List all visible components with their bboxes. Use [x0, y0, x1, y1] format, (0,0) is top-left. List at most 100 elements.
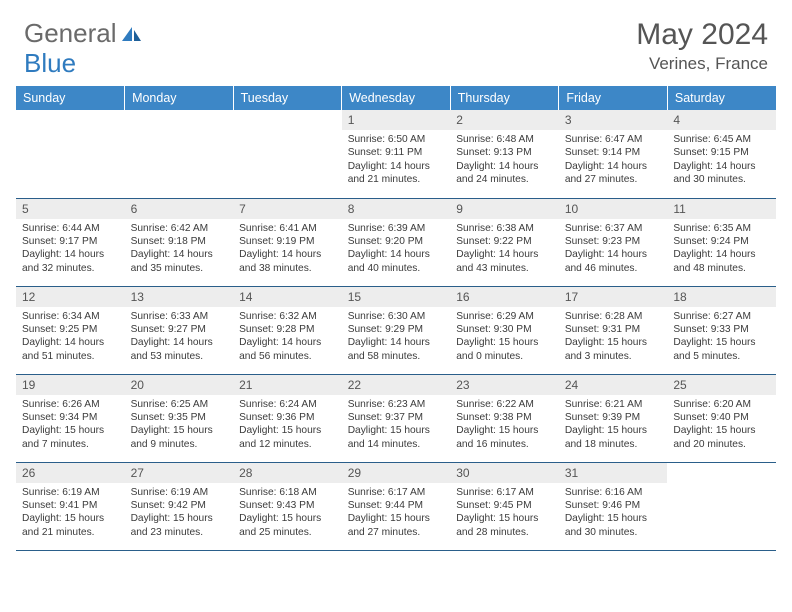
- day-number: 23: [450, 375, 559, 395]
- day-details: Sunrise: 6:23 AMSunset: 9:37 PMDaylight:…: [342, 395, 451, 456]
- day-details: Sunrise: 6:18 AMSunset: 9:43 PMDaylight:…: [233, 483, 342, 544]
- day-details: Sunrise: 6:22 AMSunset: 9:38 PMDaylight:…: [450, 395, 559, 456]
- brand-logo: General: [24, 18, 143, 49]
- weekday-header: Sunday: [16, 86, 125, 110]
- day-number: 12: [16, 287, 125, 307]
- day-details: Sunrise: 6:37 AMSunset: 9:23 PMDaylight:…: [559, 219, 668, 280]
- calendar-day-cell: 14Sunrise: 6:32 AMSunset: 9:28 PMDayligh…: [233, 286, 342, 374]
- day-details: Sunrise: 6:24 AMSunset: 9:36 PMDaylight:…: [233, 395, 342, 456]
- calendar-empty-cell: [125, 110, 234, 198]
- calendar-day-cell: 18Sunrise: 6:27 AMSunset: 9:33 PMDayligh…: [667, 286, 776, 374]
- weekday-header: Saturday: [667, 86, 776, 110]
- calendar-day-cell: 24Sunrise: 6:21 AMSunset: 9:39 PMDayligh…: [559, 374, 668, 462]
- brand-word-2: Blue: [24, 48, 76, 79]
- calendar-empty-cell: [233, 110, 342, 198]
- day-number: 30: [450, 463, 559, 483]
- day-details: Sunrise: 6:17 AMSunset: 9:45 PMDaylight:…: [450, 483, 559, 544]
- day-details: Sunrise: 6:28 AMSunset: 9:31 PMDaylight:…: [559, 307, 668, 368]
- calendar-day-cell: 7Sunrise: 6:41 AMSunset: 9:19 PMDaylight…: [233, 198, 342, 286]
- day-number: 20: [125, 375, 234, 395]
- day-details: Sunrise: 6:19 AMSunset: 9:42 PMDaylight:…: [125, 483, 234, 544]
- day-details: Sunrise: 6:44 AMSunset: 9:17 PMDaylight:…: [16, 219, 125, 280]
- day-number: 15: [342, 287, 451, 307]
- day-number: 1: [342, 110, 451, 130]
- calendar-day-cell: 22Sunrise: 6:23 AMSunset: 9:37 PMDayligh…: [342, 374, 451, 462]
- calendar-day-cell: 6Sunrise: 6:42 AMSunset: 9:18 PMDaylight…: [125, 198, 234, 286]
- calendar-day-cell: 1Sunrise: 6:50 AMSunset: 9:11 PMDaylight…: [342, 110, 451, 198]
- day-number: 11: [667, 199, 776, 219]
- day-details: Sunrise: 6:50 AMSunset: 9:11 PMDaylight:…: [342, 130, 451, 191]
- day-number: 17: [559, 287, 668, 307]
- calendar-day-cell: 17Sunrise: 6:28 AMSunset: 9:31 PMDayligh…: [559, 286, 668, 374]
- day-number: 2: [450, 110, 559, 130]
- calendar-day-cell: 12Sunrise: 6:34 AMSunset: 9:25 PMDayligh…: [16, 286, 125, 374]
- calendar-row: 26Sunrise: 6:19 AMSunset: 9:41 PMDayligh…: [16, 462, 776, 550]
- calendar-empty-cell: [16, 110, 125, 198]
- weekday-header: Wednesday: [342, 86, 451, 110]
- day-details: Sunrise: 6:29 AMSunset: 9:30 PMDaylight:…: [450, 307, 559, 368]
- calendar-day-cell: 4Sunrise: 6:45 AMSunset: 9:15 PMDaylight…: [667, 110, 776, 198]
- calendar-day-cell: 23Sunrise: 6:22 AMSunset: 9:38 PMDayligh…: [450, 374, 559, 462]
- day-details: Sunrise: 6:45 AMSunset: 9:15 PMDaylight:…: [667, 130, 776, 191]
- calendar-day-cell: 28Sunrise: 6:18 AMSunset: 9:43 PMDayligh…: [233, 462, 342, 550]
- day-details: Sunrise: 6:41 AMSunset: 9:19 PMDaylight:…: [233, 219, 342, 280]
- calendar-day-cell: 21Sunrise: 6:24 AMSunset: 9:36 PMDayligh…: [233, 374, 342, 462]
- day-number: 26: [16, 463, 125, 483]
- day-details: Sunrise: 6:34 AMSunset: 9:25 PMDaylight:…: [16, 307, 125, 368]
- day-number: 16: [450, 287, 559, 307]
- calendar-day-cell: 9Sunrise: 6:38 AMSunset: 9:22 PMDaylight…: [450, 198, 559, 286]
- day-number: 18: [667, 287, 776, 307]
- calendar-day-cell: 19Sunrise: 6:26 AMSunset: 9:34 PMDayligh…: [16, 374, 125, 462]
- day-number: 19: [16, 375, 125, 395]
- title-block: May 2024 Verines, France: [636, 18, 768, 74]
- calendar-row: 5Sunrise: 6:44 AMSunset: 9:17 PMDaylight…: [16, 198, 776, 286]
- calendar-day-cell: 25Sunrise: 6:20 AMSunset: 9:40 PMDayligh…: [667, 374, 776, 462]
- day-details: Sunrise: 6:27 AMSunset: 9:33 PMDaylight:…: [667, 307, 776, 368]
- logo-sail-icon: [121, 26, 143, 44]
- day-number: 8: [342, 199, 451, 219]
- calendar-day-cell: 30Sunrise: 6:17 AMSunset: 9:45 PMDayligh…: [450, 462, 559, 550]
- day-details: Sunrise: 6:42 AMSunset: 9:18 PMDaylight:…: [125, 219, 234, 280]
- weekday-header: Tuesday: [233, 86, 342, 110]
- calendar-day-cell: 27Sunrise: 6:19 AMSunset: 9:42 PMDayligh…: [125, 462, 234, 550]
- day-number: 9: [450, 199, 559, 219]
- calendar-table: SundayMondayTuesdayWednesdayThursdayFrid…: [16, 86, 776, 551]
- calendar-day-cell: 10Sunrise: 6:37 AMSunset: 9:23 PMDayligh…: [559, 198, 668, 286]
- day-number: 14: [233, 287, 342, 307]
- calendar-day-cell: 11Sunrise: 6:35 AMSunset: 9:24 PMDayligh…: [667, 198, 776, 286]
- day-details: Sunrise: 6:30 AMSunset: 9:29 PMDaylight:…: [342, 307, 451, 368]
- day-details: Sunrise: 6:21 AMSunset: 9:39 PMDaylight:…: [559, 395, 668, 456]
- calendar-day-cell: 26Sunrise: 6:19 AMSunset: 9:41 PMDayligh…: [16, 462, 125, 550]
- day-number: 31: [559, 463, 668, 483]
- day-number: 7: [233, 199, 342, 219]
- day-details: Sunrise: 6:20 AMSunset: 9:40 PMDaylight:…: [667, 395, 776, 456]
- calendar-row: 1Sunrise: 6:50 AMSunset: 9:11 PMDaylight…: [16, 110, 776, 198]
- calendar-day-cell: 29Sunrise: 6:17 AMSunset: 9:44 PMDayligh…: [342, 462, 451, 550]
- calendar-day-cell: 8Sunrise: 6:39 AMSunset: 9:20 PMDaylight…: [342, 198, 451, 286]
- calendar-day-cell: 15Sunrise: 6:30 AMSunset: 9:29 PMDayligh…: [342, 286, 451, 374]
- day-details: Sunrise: 6:33 AMSunset: 9:27 PMDaylight:…: [125, 307, 234, 368]
- brand-word-1: General: [24, 18, 117, 49]
- calendar-row: 12Sunrise: 6:34 AMSunset: 9:25 PMDayligh…: [16, 286, 776, 374]
- day-details: Sunrise: 6:32 AMSunset: 9:28 PMDaylight:…: [233, 307, 342, 368]
- calendar-day-cell: 20Sunrise: 6:25 AMSunset: 9:35 PMDayligh…: [125, 374, 234, 462]
- calendar-day-cell: 16Sunrise: 6:29 AMSunset: 9:30 PMDayligh…: [450, 286, 559, 374]
- calendar-row: 19Sunrise: 6:26 AMSunset: 9:34 PMDayligh…: [16, 374, 776, 462]
- weekday-header: Friday: [559, 86, 668, 110]
- day-details: Sunrise: 6:39 AMSunset: 9:20 PMDaylight:…: [342, 219, 451, 280]
- calendar-day-cell: 31Sunrise: 6:16 AMSunset: 9:46 PMDayligh…: [559, 462, 668, 550]
- day-number: 24: [559, 375, 668, 395]
- day-details: Sunrise: 6:26 AMSunset: 9:34 PMDaylight:…: [16, 395, 125, 456]
- day-number: 21: [233, 375, 342, 395]
- day-number: 13: [125, 287, 234, 307]
- day-number: 22: [342, 375, 451, 395]
- day-details: Sunrise: 6:17 AMSunset: 9:44 PMDaylight:…: [342, 483, 451, 544]
- day-number: 25: [667, 375, 776, 395]
- day-number: 6: [125, 199, 234, 219]
- calendar-day-cell: 5Sunrise: 6:44 AMSunset: 9:17 PMDaylight…: [16, 198, 125, 286]
- calendar-empty-cell: [667, 462, 776, 550]
- day-details: Sunrise: 6:47 AMSunset: 9:14 PMDaylight:…: [559, 130, 668, 191]
- calendar-body: 1Sunrise: 6:50 AMSunset: 9:11 PMDaylight…: [16, 110, 776, 550]
- calendar-day-cell: 3Sunrise: 6:47 AMSunset: 9:14 PMDaylight…: [559, 110, 668, 198]
- calendar-day-cell: 13Sunrise: 6:33 AMSunset: 9:27 PMDayligh…: [125, 286, 234, 374]
